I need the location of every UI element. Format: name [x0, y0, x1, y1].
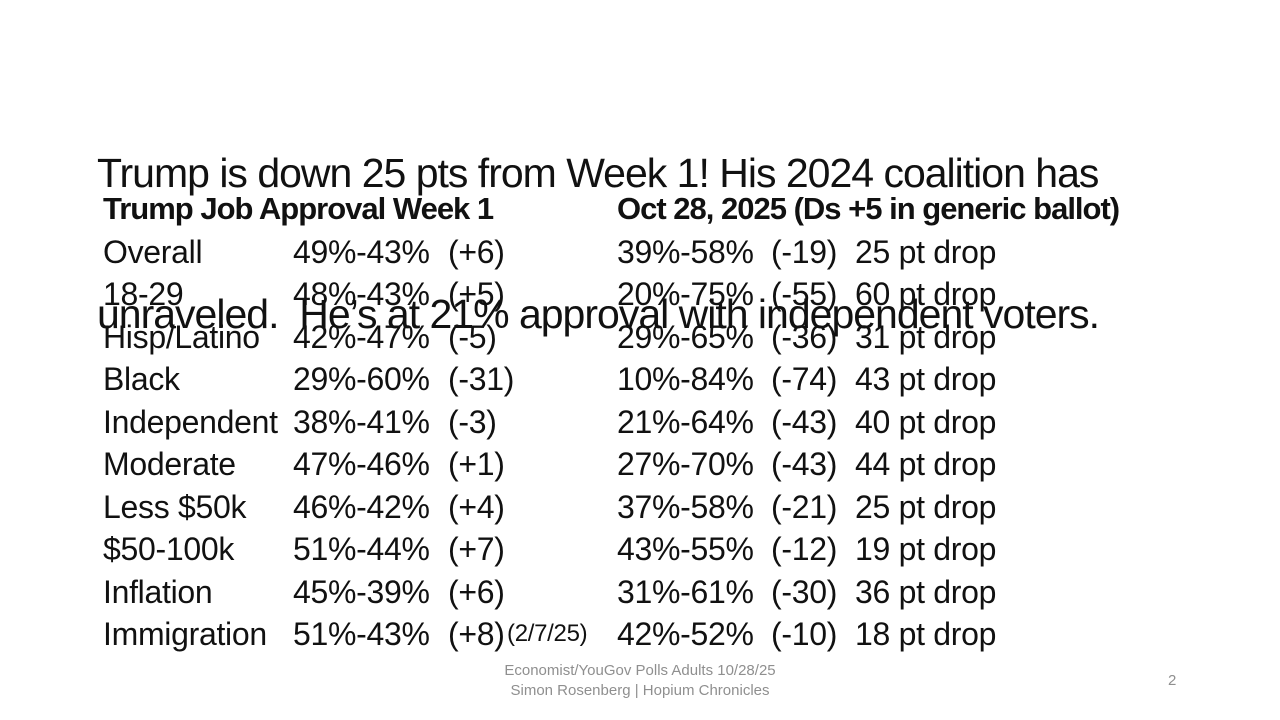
pt-drop: 31 pt drop	[855, 318, 997, 355]
table-row: 18-29 48%-43% (+5) 20%-75% (-55) 60 pt d…	[103, 273, 1243, 316]
week1-approval: 29%-60%	[293, 361, 430, 397]
table-row: Black 29%-60% (-31) 10%-84% (-74) 43 pt …	[103, 358, 1243, 401]
week1-approval: 51%-44%	[293, 531, 430, 567]
week1-approval: 45%-39%	[293, 573, 430, 610]
group-label: Black	[103, 361, 180, 397]
oct28-margin: (-43)	[771, 446, 838, 482]
table-row: Hisp/Latino 42%-47% (-5) 29%-65% (-36) 3…	[103, 316, 1243, 359]
oct28-margin: (-19)	[771, 233, 838, 270]
oct28-approval: 29%-65%	[617, 318, 754, 355]
oct28-approval: 39%-58%	[617, 233, 754, 270]
pt-drop: 18 pt drop	[855, 616, 997, 652]
oct28-approval: 20%-75%	[617, 276, 754, 312]
week1-approval: 38%-41%	[293, 403, 430, 440]
week1-approval: 47%-46%	[293, 446, 430, 482]
week1-margin: (+6)	[448, 573, 505, 610]
pt-drop: 60 pt drop	[855, 276, 997, 312]
week1-margin: (-31)	[448, 361, 515, 397]
group-label: Less $50k	[103, 488, 247, 525]
group-label: Inflation	[103, 573, 213, 610]
pt-drop: 43 pt drop	[855, 361, 997, 397]
group-label: Hisp/Latino	[103, 318, 260, 355]
week1-approval: 42%-47%	[293, 318, 430, 355]
table-row: $50-100k 51%-44% (+7) 43%-55% (-12) 19 p…	[103, 528, 1243, 571]
pt-drop: 25 pt drop	[855, 233, 997, 270]
week1-margin: (-5)	[448, 318, 497, 355]
group-label: 18-29	[103, 276, 184, 312]
oct28-column-header: Oct 28, 2025 (Ds +5 in generic ballot)	[617, 191, 1120, 226]
week1-approval: 46%-42%	[293, 488, 430, 525]
week1-margin: (+5)	[448, 276, 505, 312]
table-row: Independent 38%-41% (-3) 21%-64% (-43) 4…	[103, 401, 1243, 444]
oct28-approval: 27%-70%	[617, 446, 754, 482]
footer-author-line: Simon Rosenberg | Hopium Chronicles	[510, 682, 770, 699]
oct28-approval: 21%-64%	[617, 403, 754, 440]
week1-margin: (-3)	[448, 403, 497, 440]
footer-source-line: Economist/YouGov Polls Adults 10/28/25	[504, 662, 776, 679]
group-label: Overall	[103, 233, 203, 270]
oct28-approval: 43%-55%	[617, 531, 754, 567]
oct28-approval: 10%-84%	[617, 361, 754, 397]
oct28-approval: 42%-52%	[617, 616, 754, 652]
week1-approval: 49%-43%	[293, 233, 430, 270]
table-row: Overall 49%-43% (+6) 39%-58% (-19) 25 pt…	[103, 231, 1243, 274]
week1-approval: 48%-43%	[293, 276, 430, 312]
slide-title: Trump is down 25 pts from Week 1! His 20…	[97, 56, 1207, 432]
pt-drop: 44 pt drop	[855, 446, 997, 482]
slide-footer: Economist/YouGov Polls Adults 10/28/25 S…	[0, 661, 1280, 701]
table-row: Inflation 45%-39% (+6) 31%-61% (-30) 36 …	[103, 571, 1243, 614]
oct28-approval: 37%-58%	[617, 488, 754, 525]
pt-drop: 36 pt drop	[855, 573, 997, 610]
oct28-margin: (-43)	[771, 403, 838, 440]
slide-title-line1: Trump is down 25 pts from Week 1! His 20…	[97, 150, 1099, 196]
week1-margin: (+7)	[448, 531, 505, 567]
table-row: Immigration 51%-43% (+8) (2/7/25) 42%-52…	[103, 613, 1243, 656]
group-label: $50-100k	[103, 531, 235, 567]
oct28-approval: 31%-61%	[617, 573, 754, 610]
week1-margin: (+1)	[448, 446, 505, 482]
week1-margin: (+8)	[448, 616, 505, 652]
slide-title-line2: unraveled. He’s at 21% approval with ind…	[97, 291, 1100, 337]
table-header-row: Trump Job Approval Week 1 Oct 28, 2025 (…	[103, 188, 1243, 231]
week1-column-header: Trump Job Approval Week 1	[103, 191, 494, 226]
oct28-margin: (-74)	[771, 361, 838, 397]
oct28-margin: (-30)	[771, 573, 838, 610]
week1-approval: 51%-43%	[293, 616, 430, 652]
week1-date-note: (2/7/25)	[507, 620, 588, 647]
poll-table: Trump Job Approval Week 1 Oct 28, 2025 (…	[103, 188, 1243, 656]
pt-drop: 19 pt drop	[855, 531, 997, 567]
week1-margin: (+6)	[448, 233, 505, 270]
week1-margin: (+4)	[448, 488, 505, 525]
oct28-margin: (-55)	[771, 276, 838, 312]
table-row: Moderate 47%-46% (+1) 27%-70% (-43) 44 p…	[103, 443, 1243, 486]
pt-drop: 40 pt drop	[855, 403, 997, 440]
page-number: 2	[1168, 672, 1177, 689]
oct28-margin: (-36)	[771, 318, 838, 355]
group-label: Moderate	[103, 446, 236, 482]
oct28-margin: (-21)	[771, 488, 838, 525]
table-row: Less $50k 46%-42% (+4) 37%-58% (-21) 25 …	[103, 486, 1243, 529]
group-label: Immigration	[103, 616, 267, 652]
group-label: Independent	[103, 403, 278, 440]
pt-drop: 25 pt drop	[855, 488, 997, 525]
oct28-margin: (-12)	[771, 531, 838, 567]
oct28-margin: (-10)	[771, 616, 838, 652]
